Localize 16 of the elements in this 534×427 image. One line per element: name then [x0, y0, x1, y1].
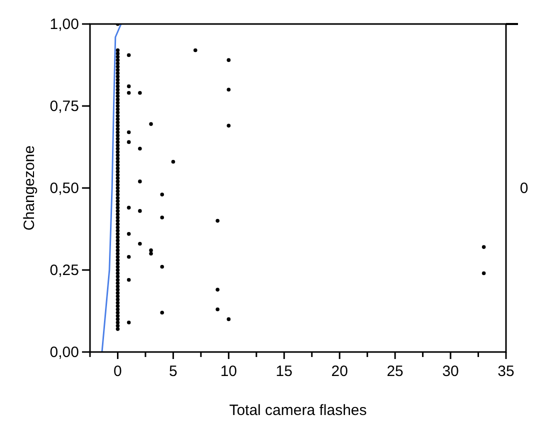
- x-tick-label: 35: [498, 363, 514, 380]
- y-axis-title: Changezone: [21, 145, 38, 231]
- x-axis-title: Total camera flashes: [229, 402, 367, 419]
- x-tick-label: 20: [331, 363, 348, 380]
- x-tick-label: 10: [220, 363, 238, 380]
- y-tick-label: 0,75: [50, 98, 79, 115]
- y-tick-label: 0,00: [50, 344, 79, 361]
- y-tick-label: 0,50: [50, 180, 79, 197]
- y-tick-label: 1,00: [50, 16, 79, 33]
- x-tick-label: 30: [442, 363, 459, 380]
- x-tick-label: 5: [169, 363, 178, 380]
- x-tick-label: 25: [386, 363, 404, 380]
- x-tick-label: 15: [276, 363, 292, 380]
- x-tick-label: 0: [114, 363, 122, 380]
- y-tick-label: 0,25: [50, 262, 79, 279]
- text: 0: [520, 180, 528, 197]
